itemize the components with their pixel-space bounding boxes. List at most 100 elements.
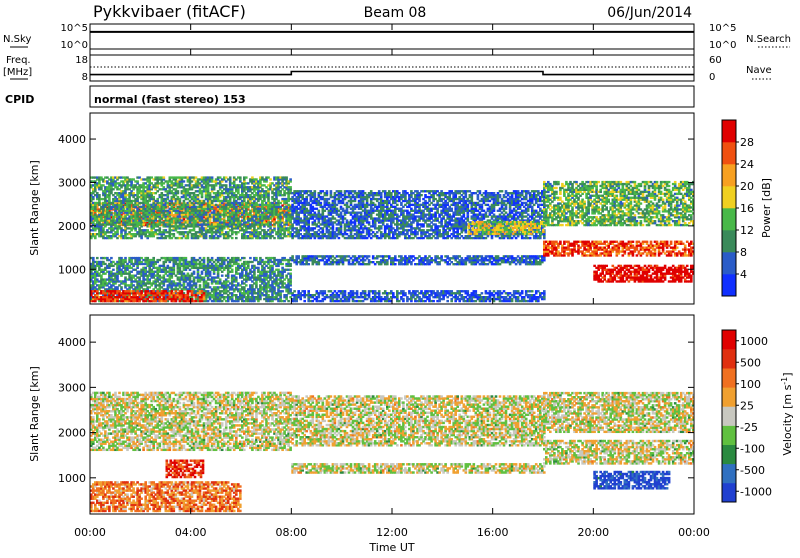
- heatmap-cell: [259, 257, 262, 259]
- heatmap-cell: [229, 198, 232, 200]
- heatmap-cell: [193, 257, 196, 259]
- heatmap-cell: [116, 300, 119, 302]
- heatmap-cell: [94, 286, 97, 288]
- heatmap-cell: [128, 206, 131, 208]
- freq-unit-label: [MHz]: [3, 67, 32, 78]
- heatmap-cell: [289, 288, 292, 290]
- heatmap-cell: [201, 217, 204, 219]
- heatmap-cell: [152, 257, 155, 259]
- heatmap-cell: [227, 280, 230, 282]
- heatmap-cell: [289, 219, 292, 221]
- heatmap-cell: [199, 286, 202, 288]
- heatmap-cell: [94, 210, 97, 212]
- heatmap-cell: [195, 286, 198, 288]
- heatmap-cell: [94, 267, 97, 269]
- heatmap-cell: [251, 217, 254, 219]
- heatmap-cell: [201, 300, 204, 302]
- heatmap-cell: [287, 194, 290, 196]
- heatmap-cell: [140, 235, 143, 237]
- heatmap-cell: [136, 198, 139, 200]
- heatmap-cell: [217, 275, 220, 277]
- heatmap-cell: [239, 259, 242, 261]
- heatmap-cell: [203, 257, 206, 259]
- heatmap-cell: [283, 231, 286, 233]
- heatmap-cell: [289, 275, 292, 277]
- heatmap-cell: [165, 290, 168, 292]
- heatmap-cell: [277, 200, 280, 202]
- heatmap-cell: [287, 286, 290, 288]
- heatmap-cell: [108, 198, 111, 200]
- heatmap-cell: [289, 186, 292, 188]
- heatmap-cell: [241, 271, 244, 273]
- heatmap-cell: [285, 206, 288, 208]
- heatmap-cell: [156, 184, 159, 186]
- heatmap-cell: [98, 210, 101, 212]
- heatmap-cell: [159, 227, 162, 229]
- heatmap-cell: [207, 210, 210, 212]
- heatmap-cell: [211, 202, 214, 204]
- heatmap-cell: [150, 296, 153, 298]
- heatmap-cell: [287, 204, 290, 206]
- heatmap-cell: [100, 275, 103, 277]
- heatmap-cell: [201, 194, 204, 196]
- heatmap-cell: [96, 292, 99, 294]
- heatmap-cell: [259, 231, 262, 233]
- heatmap-cell: [201, 271, 204, 273]
- heatmap-cell: [221, 275, 224, 277]
- heatmap-cell: [263, 208, 266, 210]
- heatmap-cell: [215, 184, 218, 186]
- heatmap-cell: [110, 212, 113, 214]
- heatmap-cell: [281, 275, 284, 277]
- heatmap-cell: [289, 178, 292, 180]
- heatmap-cell: [211, 176, 214, 178]
- heatmap-cell: [207, 257, 210, 259]
- heatmap-cell: [177, 217, 180, 219]
- heatmap-cell: [253, 271, 256, 273]
- heatmap-cell: [231, 286, 234, 288]
- heatmap-cell: [255, 282, 258, 284]
- heatmap-cell: [281, 188, 284, 190]
- heatmap-cell: [231, 269, 234, 271]
- heatmap-cell: [237, 231, 240, 233]
- heatmap-cell: [235, 206, 238, 208]
- heatmap-cell: [118, 225, 121, 227]
- heatmap-cell: [211, 257, 214, 259]
- heatmap-cell: [185, 227, 188, 229]
- heatmap-cell: [193, 271, 196, 273]
- heatmap-cell: [209, 286, 212, 288]
- heatmap-cell: [263, 198, 266, 200]
- heatmap-cell: [259, 296, 262, 298]
- heatmap-cell: [245, 284, 248, 286]
- heatmap-cell: [175, 300, 178, 302]
- nave-label: Nave: [746, 65, 772, 76]
- nave-tick-bottom: 0: [709, 72, 715, 83]
- heatmap-cell: [163, 186, 166, 188]
- heatmap-cell: [203, 259, 206, 261]
- heatmap-cell: [255, 257, 258, 259]
- heatmap-cell: [247, 263, 250, 265]
- heatmap-cell: [289, 278, 292, 280]
- heatmap-cell: [207, 188, 210, 190]
- frequency-line: [90, 72, 694, 75]
- heatmap-cell: [289, 180, 292, 182]
- heatmap-cell: [124, 190, 127, 192]
- heatmap-cell: [209, 219, 212, 221]
- heatmap-cell: [124, 259, 127, 261]
- heatmap-cell: [273, 223, 276, 225]
- heatmap-cell: [279, 292, 282, 294]
- heatmap-cell: [124, 286, 127, 288]
- heatmap-cell: [124, 257, 127, 259]
- heatmap-cell: [132, 178, 135, 180]
- heatmap-cell: [100, 188, 103, 190]
- heatmap-cell: [203, 292, 206, 294]
- heatmap-cell: [159, 223, 162, 225]
- heatmap-cell: [100, 217, 103, 219]
- heatmap-cell: [94, 188, 97, 190]
- heatmap-cell: [179, 198, 182, 200]
- heatmap-cell: [130, 271, 133, 273]
- heatmap-cell: [245, 210, 248, 212]
- heatmap-cell: [165, 188, 168, 190]
- heatmap-cell: [142, 188, 145, 190]
- heatmap-cell: [181, 219, 184, 221]
